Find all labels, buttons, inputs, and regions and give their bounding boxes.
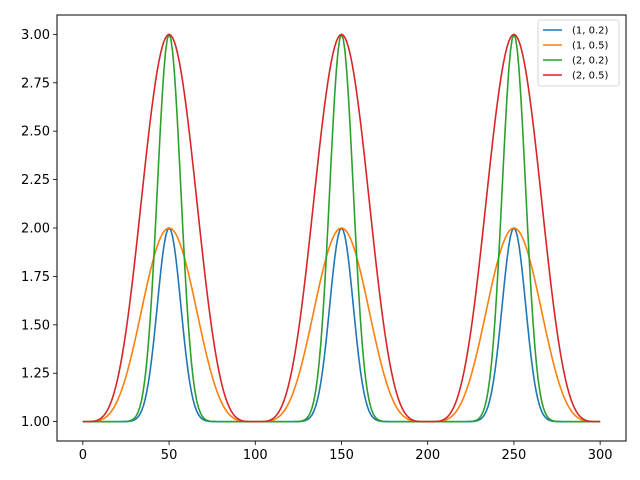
y-axis: 1.00 1.25 1.50 1.75 2.00 2.25 2.50 2.75 3.00: [21, 28, 57, 430]
x-tick-label: 0: [79, 448, 87, 463]
legend-label: (1, 0.2): [572, 26, 609, 37]
y-tick-label: 2.75: [21, 76, 50, 91]
legend-label: (2, 0.2): [572, 56, 609, 67]
legend-label: (1, 0.5): [572, 41, 609, 52]
x-tick-label: 300: [588, 448, 613, 463]
x-axis: 0 50 100 150 200 250 300: [79, 441, 613, 463]
x-tick-label: 250: [502, 448, 527, 463]
legend-box: [537, 19, 620, 87]
series-line-3: [82, 33, 601, 423]
y-tick-label: 2.25: [21, 173, 50, 188]
series-line-1: [82, 227, 601, 423]
y-tick-label: 1.25: [21, 367, 50, 382]
y-tick-label: 1.75: [21, 270, 50, 285]
plot-lines: [82, 33, 601, 423]
y-tick-label: 1.50: [21, 318, 50, 333]
x-tick-label: 50: [161, 448, 178, 463]
y-tick-label: 3.00: [21, 28, 50, 43]
legend-label: (2, 0.5): [572, 71, 609, 82]
y-tick-label: 1.00: [21, 415, 50, 430]
x-tick-label: 150: [329, 448, 354, 463]
x-tick-label: 100: [243, 448, 268, 463]
y-tick-label: 2.50: [21, 125, 50, 140]
legend: (1, 0.2) (1, 0.5) (2, 0.2) (2, 0.5): [537, 19, 620, 87]
y-tick-label: 2.00: [21, 222, 50, 237]
x-tick-label: 200: [415, 448, 440, 463]
